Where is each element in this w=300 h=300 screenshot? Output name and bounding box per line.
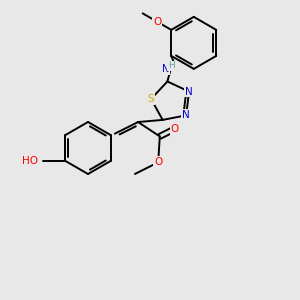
Text: H: H bbox=[168, 61, 175, 70]
Text: N: N bbox=[185, 87, 193, 97]
Text: O: O bbox=[171, 124, 179, 134]
Text: O: O bbox=[153, 17, 161, 27]
Text: N: N bbox=[182, 110, 190, 120]
Text: O: O bbox=[154, 157, 162, 167]
Text: HO: HO bbox=[22, 156, 38, 166]
Text: S: S bbox=[148, 94, 154, 104]
Text: N: N bbox=[162, 64, 169, 74]
